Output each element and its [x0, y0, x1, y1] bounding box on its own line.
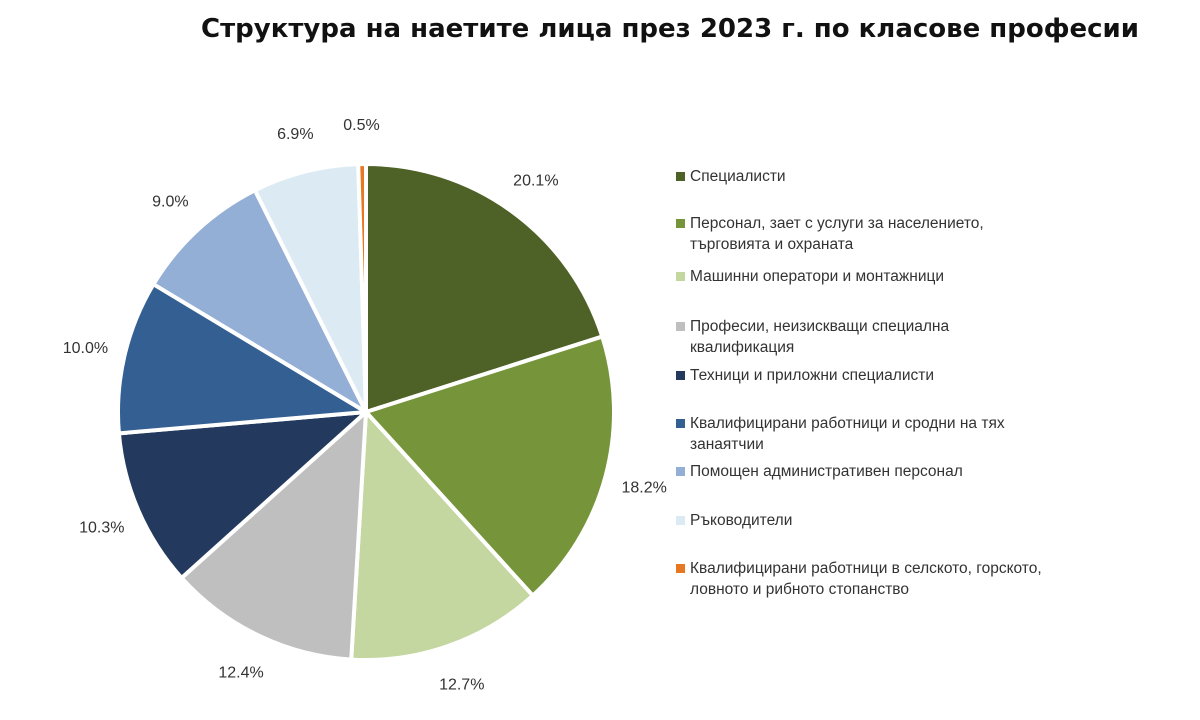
legend-item: Квалифицирани работници и сродни на тях …	[676, 413, 1050, 455]
slice-data-label: 18.2%	[621, 480, 666, 497]
legend-swatch	[676, 371, 685, 380]
legend-label: Персонал, зает с услуги за населението, …	[690, 215, 984, 253]
slice-data-label: 20.1%	[513, 172, 558, 189]
slice-data-label: 10.0%	[63, 340, 108, 357]
slice-data-label: 10.3%	[79, 520, 124, 537]
legend-item: Специалисти	[676, 166, 1050, 187]
legend-item: Персонал, зает с услуги за населението, …	[676, 213, 1050, 255]
slice-data-label: 6.9%	[277, 126, 313, 143]
legend-label: Ръководители	[690, 512, 793, 529]
legend-swatch	[676, 272, 685, 281]
pie-slice	[356, 161, 368, 414]
pie-slice	[349, 410, 535, 662]
slice-data-label: 12.7%	[439, 677, 484, 694]
pie-slice	[179, 410, 368, 662]
pie-slice	[151, 188, 368, 414]
legend-item: Професии, неизискващи специална квалифик…	[676, 316, 1050, 358]
legend-item: Помощен административен персонал	[676, 461, 1050, 482]
chart-title: Структура на наетите лица през 2023 г. п…	[201, 14, 1139, 44]
legend-label: Професии, неизискващи специална квалифик…	[690, 318, 950, 356]
legend-swatch	[676, 322, 685, 331]
pie-slice	[116, 410, 368, 580]
legend-label: Квалифицирани работници и сродни на тях …	[690, 415, 1005, 453]
legend-item: Квалифицирани работници в селското, горс…	[676, 558, 1050, 600]
legend-swatch	[676, 419, 685, 428]
legend-swatch	[676, 516, 685, 525]
legend-label: Машинни оператори и монтажници	[690, 268, 945, 285]
legend-swatch	[676, 467, 685, 476]
legend-swatch	[676, 172, 685, 181]
pie-labels: 20.1% 18.2% 12.7% 12.4% 10.3% 10.0% 9.0% 6.9% 0.…	[63, 117, 667, 694]
pie-slice	[364, 162, 605, 414]
legend-swatch	[676, 219, 685, 228]
legend-item: Машинни оператори и монтажници	[676, 266, 1050, 287]
pie-slice	[364, 334, 616, 598]
slice-data-label: 9.0%	[152, 194, 188, 211]
legend-swatch	[676, 564, 685, 573]
legend-item: Техници и приложни специалисти	[676, 365, 1050, 386]
slice-data-label: 12.4%	[218, 664, 263, 681]
legend-label: Помощен административен персонал	[690, 463, 963, 480]
pie-slice	[252, 162, 368, 414]
pie-slices	[116, 161, 616, 662]
legend-label: Специалисти	[690, 168, 786, 185]
legend-label: Квалифицирани работници в селското, горс…	[690, 560, 1042, 598]
slice-data-label: 0.5%	[343, 117, 379, 134]
pie-slice	[116, 282, 368, 436]
legend-item: Ръководители	[676, 510, 1050, 531]
legend-label: Техници и приложни специалисти	[690, 367, 935, 384]
